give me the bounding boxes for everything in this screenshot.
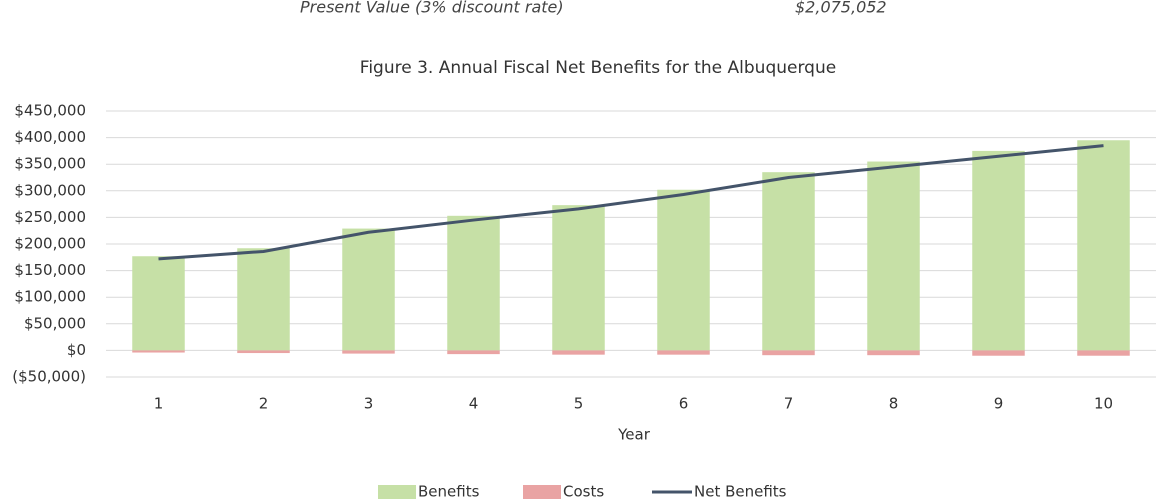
x-tick-label: 9 (994, 395, 1004, 413)
x-tick-label: 6 (679, 395, 689, 413)
bar (657, 350, 710, 355)
x-axis-label: Year (617, 426, 651, 444)
header-value: $2,075,052 (795, 0, 887, 17)
x-tick-label: 10 (1094, 395, 1113, 413)
y-tick-label: $100,000 (14, 288, 86, 306)
bar (447, 215, 500, 351)
bar (657, 189, 710, 351)
y-tick-label: $300,000 (14, 181, 86, 199)
header-label: Present Value (3% discount rate) (300, 0, 564, 17)
bar (1077, 140, 1130, 351)
bar (237, 350, 290, 354)
y-tick-label: $200,000 (14, 235, 86, 253)
bar (1077, 350, 1130, 356)
line (158, 144, 1104, 261)
legend-swatch (378, 485, 416, 499)
bar (447, 350, 500, 355)
bar (237, 248, 290, 351)
bar (342, 228, 395, 351)
y-tick-label: $150,000 (14, 261, 86, 279)
bar (552, 350, 605, 355)
bar (972, 350, 1025, 356)
legend-label: Benefits (418, 483, 480, 501)
y-tick-label: ($50,000) (12, 368, 86, 386)
bar (867, 350, 920, 356)
legend-label: Costs (563, 483, 604, 501)
bar (342, 350, 395, 354)
bar (972, 150, 1025, 351)
x-tick-label: 3 (364, 395, 374, 413)
legend-label: Net Benefits (694, 483, 787, 501)
x-tick-label: 7 (784, 395, 794, 413)
x-tick-label: 1 (154, 395, 164, 413)
legend-swatch (523, 485, 561, 499)
chart-title: Figure 3. Annual Fiscal Net Benefits for… (360, 58, 836, 78)
y-tick-label: $50,000 (24, 314, 86, 332)
bar (762, 172, 815, 351)
y-tick-label: $250,000 (14, 208, 86, 226)
bar (132, 256, 185, 351)
y-tick-label: $400,000 (14, 128, 86, 146)
bar (552, 205, 605, 351)
x-tick-label: 2 (259, 395, 269, 413)
x-tick-label: 4 (469, 395, 479, 413)
bar (132, 350, 185, 353)
y-tick-label: $350,000 (14, 155, 86, 173)
x-tick-label: 8 (889, 395, 899, 413)
x-tick-label: 5 (574, 395, 584, 413)
y-tick-label: $450,000 (14, 102, 86, 120)
bar (762, 350, 815, 356)
bar (867, 161, 920, 351)
y-tick-label: $0 (67, 341, 86, 359)
